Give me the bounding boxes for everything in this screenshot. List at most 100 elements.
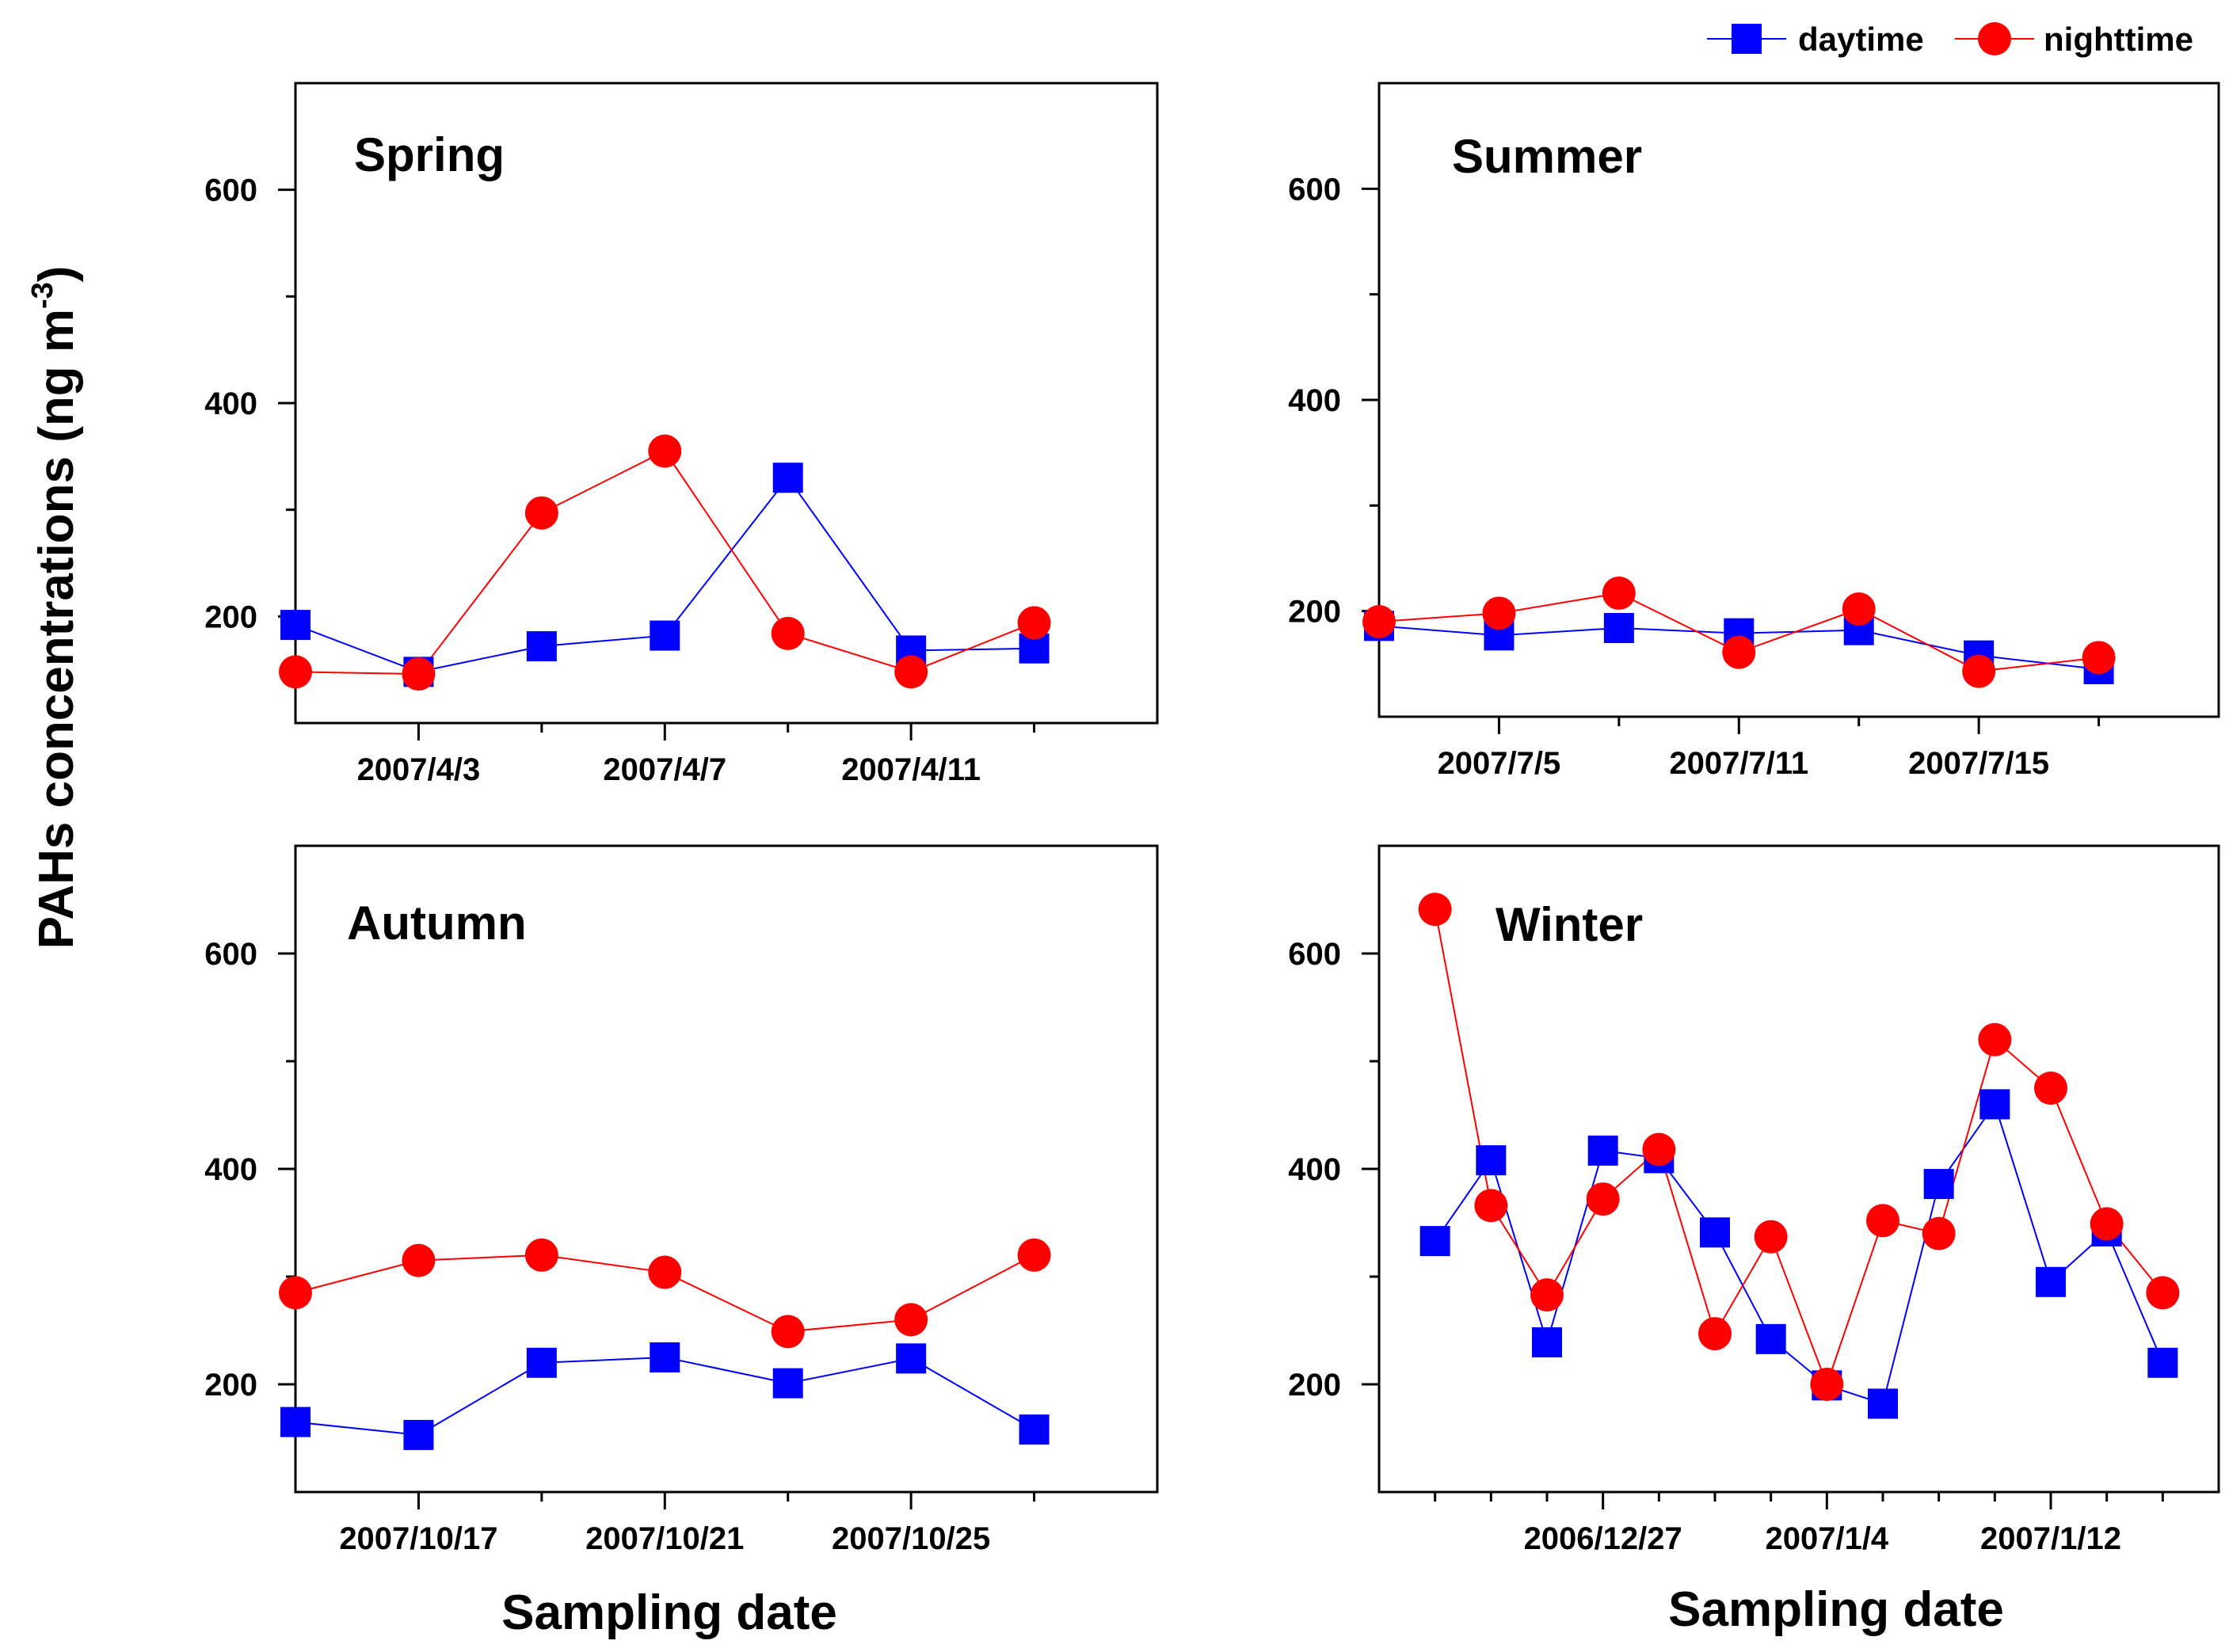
summer-nighttime-point-6 [2082,641,2116,675]
spring-daytime-point-4 [772,462,803,493]
winter-nighttime-point-2 [1530,1278,1564,1312]
spring-daytime-point-3 [650,620,680,651]
autumn-daytime-point-2 [526,1347,557,1378]
winter-nighttime-point-9 [1922,1216,1956,1250]
legend-nighttime-label: nighttime [2044,21,2193,58]
winter-panel-title: Winter [1496,898,1643,951]
winter-daytime-point-6 [1755,1323,1786,1354]
winter-nighttime-point-7 [1810,1368,1844,1401]
spring-xtick-label-1: 2007/4/7 [603,752,726,787]
summer-nighttime-point-4 [1842,592,1876,626]
winter-nighttime-line [1434,909,2164,1387]
summer-nighttime-point-0 [1362,605,1396,638]
autumn-daytime-point-3 [650,1342,680,1372]
autumn-nighttime-point-1 [402,1243,436,1277]
autumn-ytick-label-600: 600 [204,937,257,972]
winter-nighttime-point-10 [1978,1022,2012,1056]
winter-nighttime-point-1 [1474,1189,1508,1223]
winter-nighttime-point-13 [2146,1276,2180,1310]
winter-nighttime-point-3 [1586,1182,1620,1216]
winter-ytick-label-600: 600 [1288,937,1341,972]
panel-winter: 200 400 600 2006/12/27 2007/1/4 2007/1/12 Wint… [1288,844,2220,1556]
panel-spring: 200 400 600 2007/4/3 2007/4/7 2007/4/11 Spring [204,82,1159,787]
spring-daytime-point-2 [526,631,557,662]
winter-daytime-point-9 [1923,1169,1954,1200]
panel-autumn: 200 400 600 2007/10/17 2007/10/21 2007/10/25 A… [204,844,1159,1556]
winter-ytick-label-200: 200 [1288,1368,1341,1403]
spring-ytick-label-600: 600 [204,173,257,208]
summer-ytick-label-200: 200 [1288,595,1341,630]
autumn-daytime-point-6 [1019,1414,1050,1445]
winter-xtick-label-0: 2006/12/27 [1524,1521,1682,1556]
winter-daytime-point-1 [1476,1145,1507,1176]
summer-nighttime-point-2 [1602,577,1636,610]
winter-daytime-point-5 [1700,1217,1730,1248]
winter-daytime-point-11 [2036,1266,2066,1297]
spring-xtick-label-2: 2007/4/11 [841,752,981,787]
autumn-nighttime-point-0 [279,1276,312,1310]
spring-nighttime-point-5 [894,655,928,689]
summer-nighttime-point-1 [1482,596,1516,630]
autumn-nighttime-point-4 [771,1315,805,1349]
autumn-daytime-point-5 [896,1343,927,1374]
autumn-daytime-point-0 [280,1406,311,1437]
spring-panel-title: Spring [354,128,505,181]
winter-daytime-point-0 [1419,1226,1450,1257]
summer-ytick-label-600: 600 [1288,172,1341,207]
winter-nighttime-point-12 [2090,1207,2124,1241]
winter-xtick-label-2: 2007/1/12 [1980,1521,2121,1556]
spring-nighttime-point-4 [771,616,805,650]
winter-daytime-point-2 [1532,1327,1562,1357]
winter-daytime-point-10 [1979,1089,2010,1120]
autumn-nighttime-point-2 [524,1238,558,1272]
spring-nighttime-point-6 [1017,606,1051,640]
winter-daytime-line [1434,1102,2164,1405]
legend-nighttime-marker [1978,22,2011,55]
summer-nighttime-point-5 [1962,654,1996,688]
summer-xtick-label-2: 2007/7/15 [1908,746,2049,781]
winter-nighttime-point-11 [2034,1072,2067,1105]
autumn-xtick-label-1: 2007/10/21 [585,1521,744,1556]
summer-xtick-label-1: 2007/7/11 [1669,746,1808,781]
spring-daytime-point-0 [280,610,311,641]
winter-nighttime-point-4 [1642,1132,1676,1167]
legend-daytime-label: daytime [1798,21,1924,58]
winter-nighttime-point-8 [1866,1204,1899,1238]
autumn-nighttime-point-5 [894,1303,928,1337]
autumn-daytime-point-1 [403,1419,434,1450]
summer-panel-title: Summer [1452,130,1642,183]
spring-ytick-label-200: 200 [204,600,257,634]
y-axis-title: PAHs concentrations (ng m-3) [26,266,84,950]
spring-nighttime-point-2 [524,496,558,530]
autumn-xtick-label-0: 2007/10/17 [339,1521,497,1556]
winter-xtick-label-1: 2007/1/4 [1765,1521,1888,1556]
winter-nighttime-point-5 [1698,1317,1732,1351]
panel-summer: 200 400 600 2007/7/5 2007/7/11 2007/7/15 Summe… [1288,82,2220,781]
summer-nighttime-point-3 [1722,635,1756,669]
legend: daytime nighttime [1707,21,2193,58]
winter-ytick-label-400: 400 [1288,1152,1341,1187]
autumn-daytime-point-4 [772,1368,803,1399]
spring-nighttime-point-3 [648,434,682,468]
spring-ytick-label-400: 400 [204,386,257,421]
autumn-ytick-label-200: 200 [204,1368,257,1403]
spring-nighttime-point-1 [402,657,436,691]
x-axis-title-right: Sampling date [1668,1582,2004,1637]
winter-daytime-point-13 [2147,1347,2178,1378]
spring-xtick-label-0: 2007/4/3 [357,752,481,787]
legend-daytime-marker [1732,24,1762,54]
autumn-nighttime-point-3 [648,1255,682,1289]
summer-xtick-label-0: 2007/7/5 [1438,746,1561,781]
winter-nighttime-point-6 [1754,1220,1788,1254]
autumn-ytick-label-400: 400 [204,1152,257,1187]
y-axis-title-close: ) [29,266,84,283]
y-axis-title-main: PAHs concentrations (ng m [29,309,84,949]
winter-daytime-point-3 [1587,1135,1618,1166]
summer-daytime-point-2 [1603,613,1634,643]
winter-nighttime-point-0 [1418,893,1452,927]
winter-daytime-point-8 [1868,1388,1898,1419]
spring-nighttime-point-0 [279,655,312,689]
summer-ytick-label-400: 400 [1288,383,1341,418]
autumn-xtick-label-2: 2007/10/25 [832,1521,990,1556]
